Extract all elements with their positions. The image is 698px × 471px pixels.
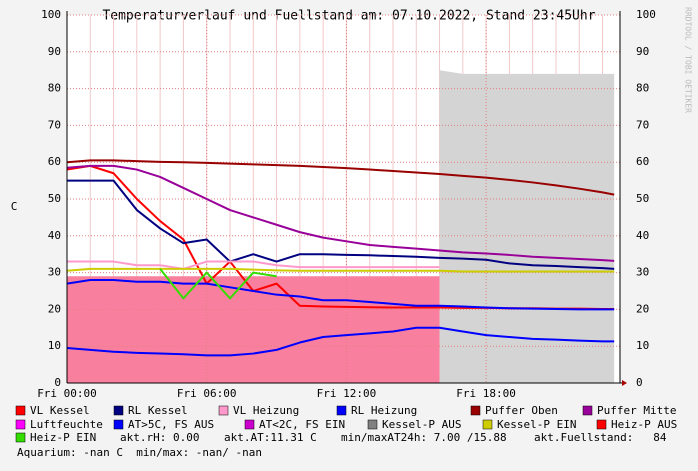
x-tick-label: Fri 18:00: [456, 387, 516, 400]
series-line: [67, 260, 440, 270]
y2-tick-label: 70: [636, 118, 649, 131]
legend-swatch: [367, 419, 378, 430]
axis-arrow: [622, 380, 627, 386]
series-line: [66, 278, 615, 311]
legend-swatch: [113, 405, 124, 416]
legend-swatch: [15, 405, 26, 416]
legend-label: Kessel-P AUS: [382, 418, 461, 431]
x-tick-label: Fri 12:00: [317, 387, 377, 400]
y-tick-label: 100: [41, 8, 61, 21]
legend-label: VL Heizung: [233, 404, 299, 417]
legend-label: Heiz-P AUS: [611, 418, 677, 431]
area: [67, 276, 440, 383]
y2-tick-label: 80: [636, 82, 649, 95]
y-tick-label: 80: [48, 82, 61, 95]
y2-tick-label: 0: [636, 376, 643, 389]
y-tick-label: 40: [48, 229, 61, 242]
legend-swatch: [470, 405, 481, 416]
y2-tick-label: 40: [636, 229, 649, 242]
legend-label: RL Kessel: [128, 404, 188, 417]
y2-tick-label: 90: [636, 45, 649, 58]
y2-tick-label: 100: [636, 8, 656, 21]
y-tick-label: 30: [48, 266, 61, 279]
y-tick-label: 70: [48, 118, 61, 131]
footer-text: akt.AT:11.31 C: [224, 431, 317, 444]
watermark: RRDTOOL / TOBI OETIKER: [684, 7, 693, 113]
legend-label: RL Heizung: [351, 404, 417, 417]
x-tick-label: Fri 06:00: [177, 387, 237, 400]
legend-label: Heiz-P EIN: [30, 431, 96, 444]
y-tick-label: 0: [54, 376, 61, 389]
series-line: [66, 326, 615, 357]
x-tick-label: Fri 00:00: [37, 387, 97, 400]
y2-tick-label: 20: [636, 302, 649, 315]
series-line: [66, 164, 615, 262]
y2-tick-label: 10: [636, 339, 649, 352]
series-line: [67, 179, 615, 270]
legend-label: AT>5C, FS AUS: [128, 418, 214, 431]
legend-label: Puffer Mitte: [597, 404, 676, 417]
legend-swatch: [15, 432, 26, 443]
series-line: [66, 159, 615, 196]
footer-text: min/maxAT24h: 7.00 /15.88: [341, 431, 507, 444]
area: [439, 70, 615, 383]
y-tick-label: 60: [48, 155, 61, 168]
y-tick-label: 20: [48, 302, 61, 315]
legend-swatch: [596, 419, 607, 430]
legend-label: Luftfeuchte: [30, 418, 103, 431]
footer-text: akt.rH: 0.00: [120, 431, 199, 444]
y2-tick-label: 60: [636, 155, 649, 168]
legend-label: VL Kessel: [30, 404, 90, 417]
series-line: [159, 268, 277, 300]
y-tick-label: 50: [48, 192, 61, 205]
chart-title: Temperaturverlauf und Fuellstand am: 07.…: [102, 9, 595, 24]
y2-tick-label: 30: [636, 266, 649, 279]
y-axis-label: C: [11, 200, 18, 213]
legend-swatch: [244, 419, 255, 430]
legend-swatch: [582, 405, 593, 416]
footer-text: Aquarium: -nan C min/max: -nan/ -nan: [17, 446, 262, 459]
y-tick-label: 10: [48, 339, 61, 352]
legend-swatch: [15, 419, 26, 430]
legend-label: Puffer Oben: [485, 404, 558, 417]
legend-swatch: [218, 405, 229, 416]
footer-text: akt.Fuellstand: 84: [534, 431, 667, 444]
legend-swatch: [113, 419, 124, 430]
legend-swatch: [482, 419, 493, 430]
y2-tick-label: 50: [636, 192, 649, 205]
legend-label: AT<2C, FS EIN: [259, 418, 345, 431]
legend-swatch: [336, 405, 347, 416]
legend-label: Kessel-P EIN: [497, 418, 576, 431]
y-tick-label: 90: [48, 45, 61, 58]
